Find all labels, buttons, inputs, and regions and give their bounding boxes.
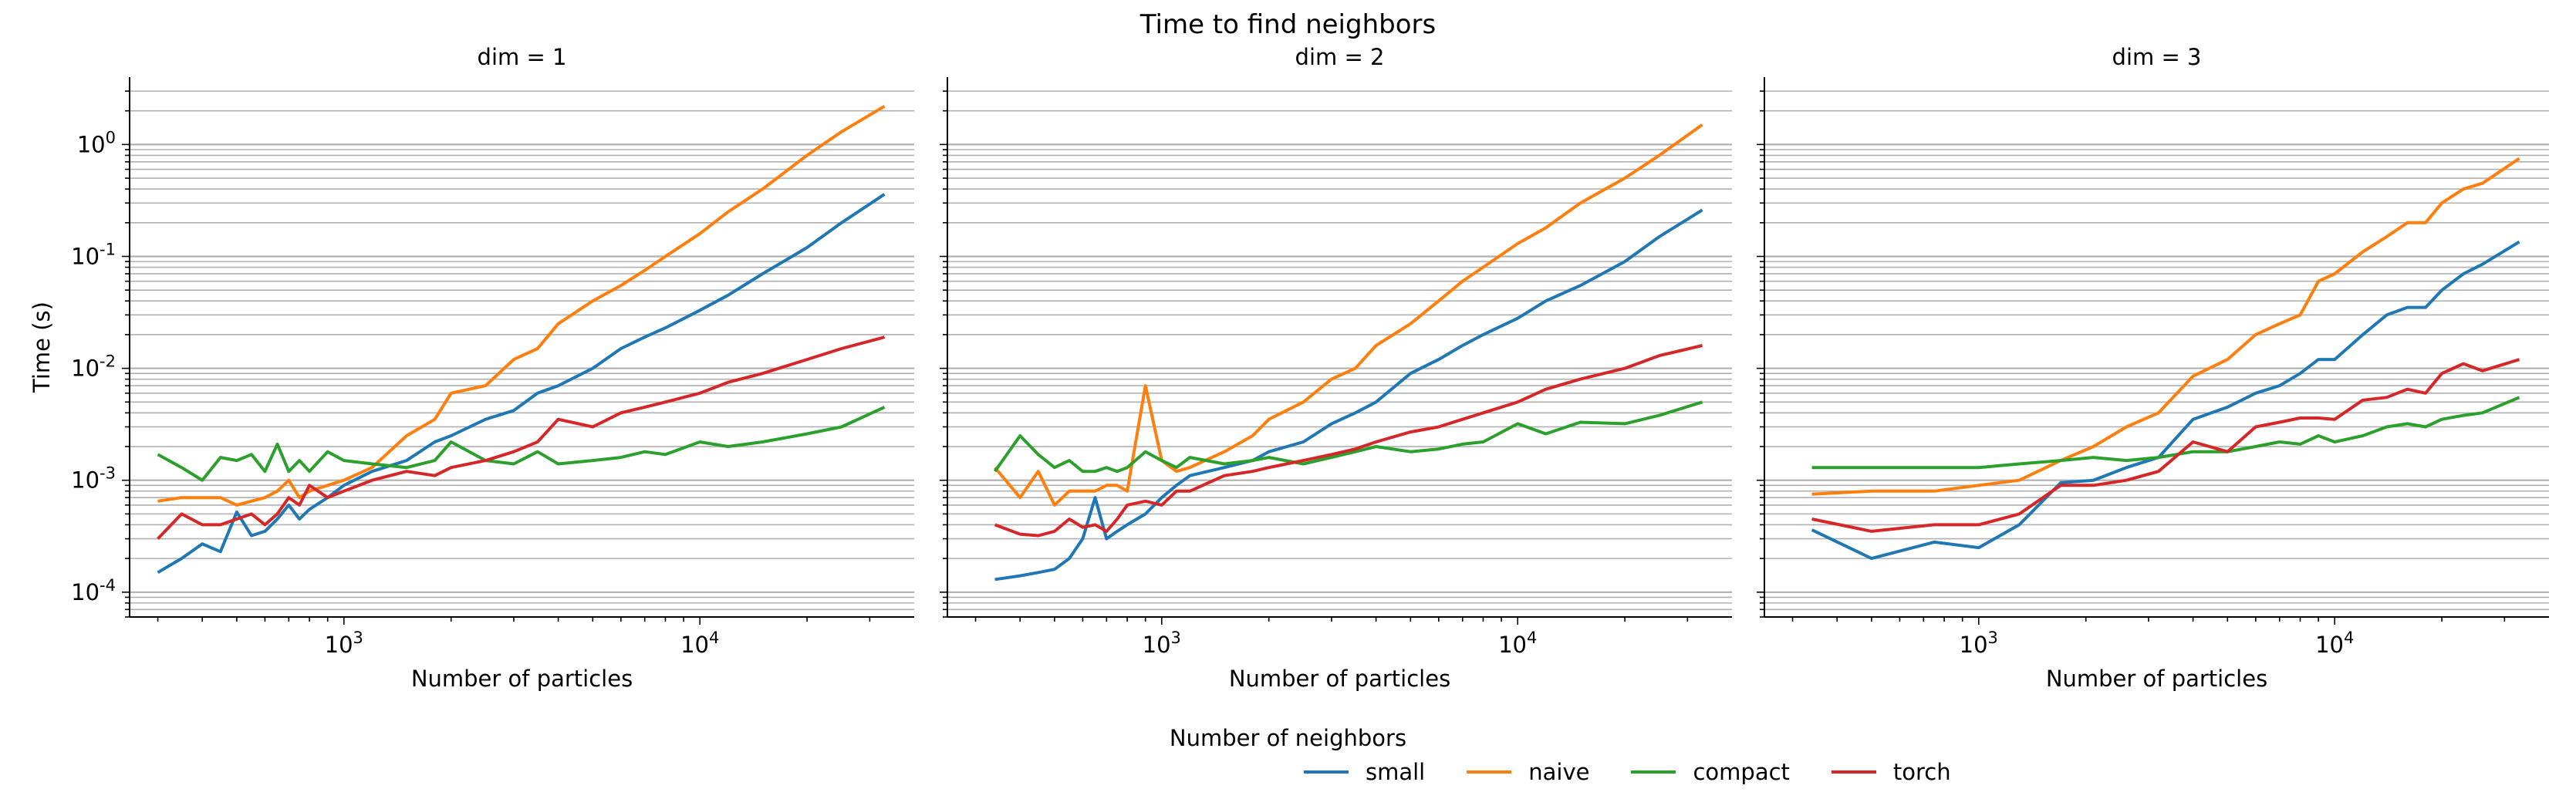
panel-1: 103 104 10-4 10-3 10-2 10-1 100 dim = 1 Number o… xyxy=(29,44,914,692)
grid-lines xyxy=(947,90,1732,618)
series-line-naive xyxy=(1811,157,2520,496)
series-line-naive xyxy=(994,123,1703,507)
series-line-naive xyxy=(157,104,886,507)
panel-title: dim = 1 xyxy=(478,44,567,70)
grid-lines xyxy=(130,90,914,618)
series-line-small xyxy=(157,193,886,575)
legend-label-small: small xyxy=(1366,759,1426,785)
y-tick-label: 100 xyxy=(77,128,116,157)
legend-item-naive: naive xyxy=(1467,759,1589,785)
series-line-compact xyxy=(157,406,886,482)
series-line-torch xyxy=(994,344,1703,538)
x-tick-label: 103 xyxy=(325,629,363,658)
x-tick-label: 103 xyxy=(1960,629,1998,658)
y-axis-label: Time (s) xyxy=(29,302,55,393)
grid-lines xyxy=(1764,90,2549,618)
legend-item-small: small xyxy=(1304,759,1425,785)
x-axis-label: Number of particles xyxy=(1229,666,1450,692)
legend-swatch-naive xyxy=(1467,770,1512,774)
legend-item-compact: compact xyxy=(1631,759,1790,785)
x-tick-label: 104 xyxy=(1498,629,1537,658)
legend-label-torch: torch xyxy=(1892,759,1951,785)
panel-title: dim = 3 xyxy=(2112,44,2202,70)
x-axis-label: Number of particles xyxy=(2046,666,2267,692)
panel-3: 103 104 dim = 3 Number of particles xyxy=(1757,44,2549,692)
figure-title: Time to find neighbors xyxy=(1139,9,1437,40)
x-tick-label: 104 xyxy=(2315,629,2354,658)
series-line-small xyxy=(994,208,1703,582)
legend-swatch-small xyxy=(1304,770,1349,774)
x-axis-label: Number of particles xyxy=(411,666,633,692)
panel-title: dim = 2 xyxy=(1295,44,1385,70)
y-tick-label: 10-2 xyxy=(71,352,116,382)
legend-items: small naive compact torch xyxy=(1304,759,1993,785)
series-line-torch xyxy=(157,335,886,540)
series-line-compact xyxy=(1811,396,2520,470)
y-tick-label: 10-4 xyxy=(71,576,116,605)
panel-2: 103 104 dim = 2 Number of particles xyxy=(940,44,1732,692)
legend-swatch-torch xyxy=(1831,770,1876,774)
y-tick-label: 10-3 xyxy=(71,464,116,494)
legend-label-compact: compact xyxy=(1693,759,1790,785)
series-line-compact xyxy=(993,400,1703,474)
legend-title: Number of neighbors xyxy=(1169,725,1407,751)
series-line-small xyxy=(1811,240,2520,561)
y-tick-label: 10-1 xyxy=(71,240,116,269)
series-line-torch xyxy=(1811,358,2520,533)
x-tick-label: 104 xyxy=(680,629,719,658)
legend-label-naive: naive xyxy=(1528,759,1590,785)
legend-item-torch: torch xyxy=(1831,759,1951,785)
legend-swatch-compact xyxy=(1631,770,1676,774)
x-tick-label: 103 xyxy=(1143,629,1181,658)
